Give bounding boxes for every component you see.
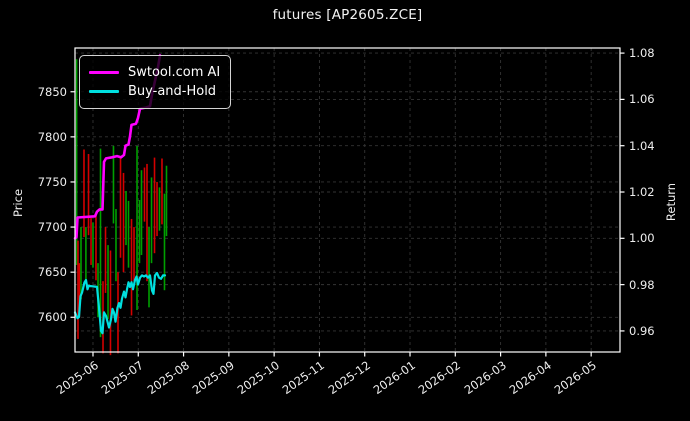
return-tick-label: 1.02 xyxy=(629,185,655,199)
price-tick-label: 7600 xyxy=(37,310,67,325)
legend-swatch-ai-line xyxy=(89,71,119,74)
return-tick-label: 1.00 xyxy=(629,231,655,246)
legend-entry-buyhold: Buy-and-Hold xyxy=(89,82,220,101)
price-tick-label: 7700 xyxy=(37,220,67,235)
return-tick-label: 0.96 xyxy=(629,323,655,338)
return-tick-label: 1.08 xyxy=(629,46,655,61)
y-axis-label-price: Price xyxy=(11,188,25,218)
price-tick-label: 7800 xyxy=(37,129,67,144)
return-tick-label: 1.04 xyxy=(629,138,655,153)
legend-entry-ai: Swtool.com AI xyxy=(89,63,220,82)
legend-label-buyhold: Buy-and-Hold xyxy=(128,84,217,99)
chart-title: futures [AP2605.ZCE] xyxy=(272,7,423,23)
legend-label-ai: Swtool.com AI xyxy=(128,65,221,80)
price-tick-label: 7850 xyxy=(37,84,67,99)
legend-swatch-buyhold-line xyxy=(89,90,119,93)
return-tick-label: 1.06 xyxy=(629,92,655,107)
price-tick-label: 7750 xyxy=(37,174,67,189)
return-tick-label: 0.98 xyxy=(629,277,655,292)
legend-box: Swtool.com AI Buy-and-Hold xyxy=(79,55,231,109)
price-tick-label: 7650 xyxy=(37,265,67,280)
